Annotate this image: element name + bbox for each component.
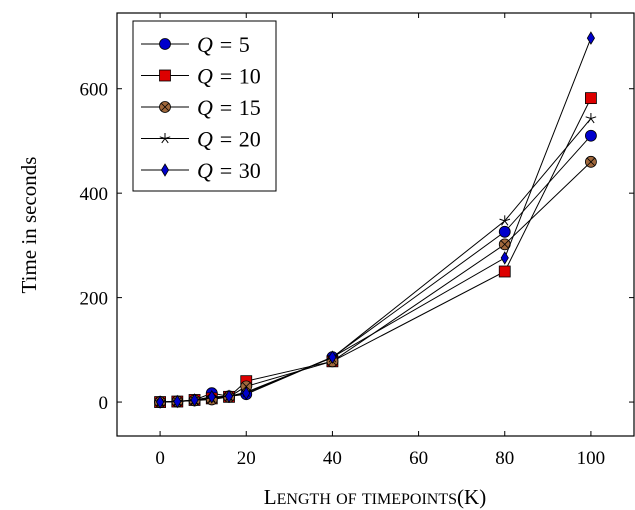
data-point (585, 92, 597, 105)
data-point (585, 155, 597, 168)
legend-item: Q = 5 (141, 32, 250, 57)
data-point (328, 350, 337, 364)
series-5 (156, 31, 595, 409)
data-point (498, 225, 511, 238)
legend-label: Q = 15 (197, 95, 261, 120)
x-tick-label: 20 (237, 448, 256, 469)
axis-ticks: 0 20 40 60 80 100 0 200 400 600 (80, 13, 634, 469)
legend-marker (159, 38, 171, 50)
data-point (207, 390, 216, 404)
legend-label: Q = 30 (197, 158, 261, 183)
y-tick-label: 400 (80, 184, 109, 205)
y-tick-label: 0 (99, 393, 109, 414)
data-point (190, 393, 199, 407)
legend-label: Q = 10 (197, 64, 261, 89)
legend-box (132, 20, 277, 192)
legend-marker (159, 101, 171, 113)
data-point (500, 251, 509, 265)
data-point (498, 238, 511, 251)
legend-item: Q = 20 (141, 127, 261, 152)
data-point (242, 386, 251, 400)
legend-item: Q = 10 (141, 64, 261, 89)
y-axis-title: Time in seconds (17, 157, 41, 294)
legend-marker (160, 163, 170, 177)
data-point (224, 389, 234, 404)
legend-marker (159, 133, 171, 144)
plot-frame (116, 12, 635, 437)
legend-marker (159, 69, 171, 82)
data-point (585, 129, 597, 142)
legend-item: Q = 30 (141, 158, 261, 183)
x-tick-label: 40 (323, 448, 342, 469)
series-group (154, 31, 597, 409)
data-point (173, 394, 182, 409)
legend-label: Q = 20 (197, 127, 261, 152)
data-point (498, 265, 511, 278)
y-tick-label: 600 (80, 80, 109, 101)
x-tick-label: 0 (155, 448, 165, 469)
x-tick-label: 60 (409, 448, 428, 469)
x-axis-title: LENGTH OF TIMEPOINTS(K) (264, 485, 486, 509)
x-tick-label: 100 (577, 448, 606, 469)
legend-item: Q = 15 (141, 95, 261, 120)
series-line (160, 161, 592, 403)
data-point (586, 31, 595, 45)
x-tick-label: 80 (495, 448, 514, 469)
data-point (499, 215, 511, 226)
legend-label: Q = 5 (197, 32, 250, 57)
data-point (585, 112, 597, 124)
data-point (156, 395, 165, 409)
legend: Q = 5 Q = 10 Q = 15 Q = 20 Q = 30 (132, 20, 277, 192)
y-tick-label: 200 (80, 289, 109, 310)
